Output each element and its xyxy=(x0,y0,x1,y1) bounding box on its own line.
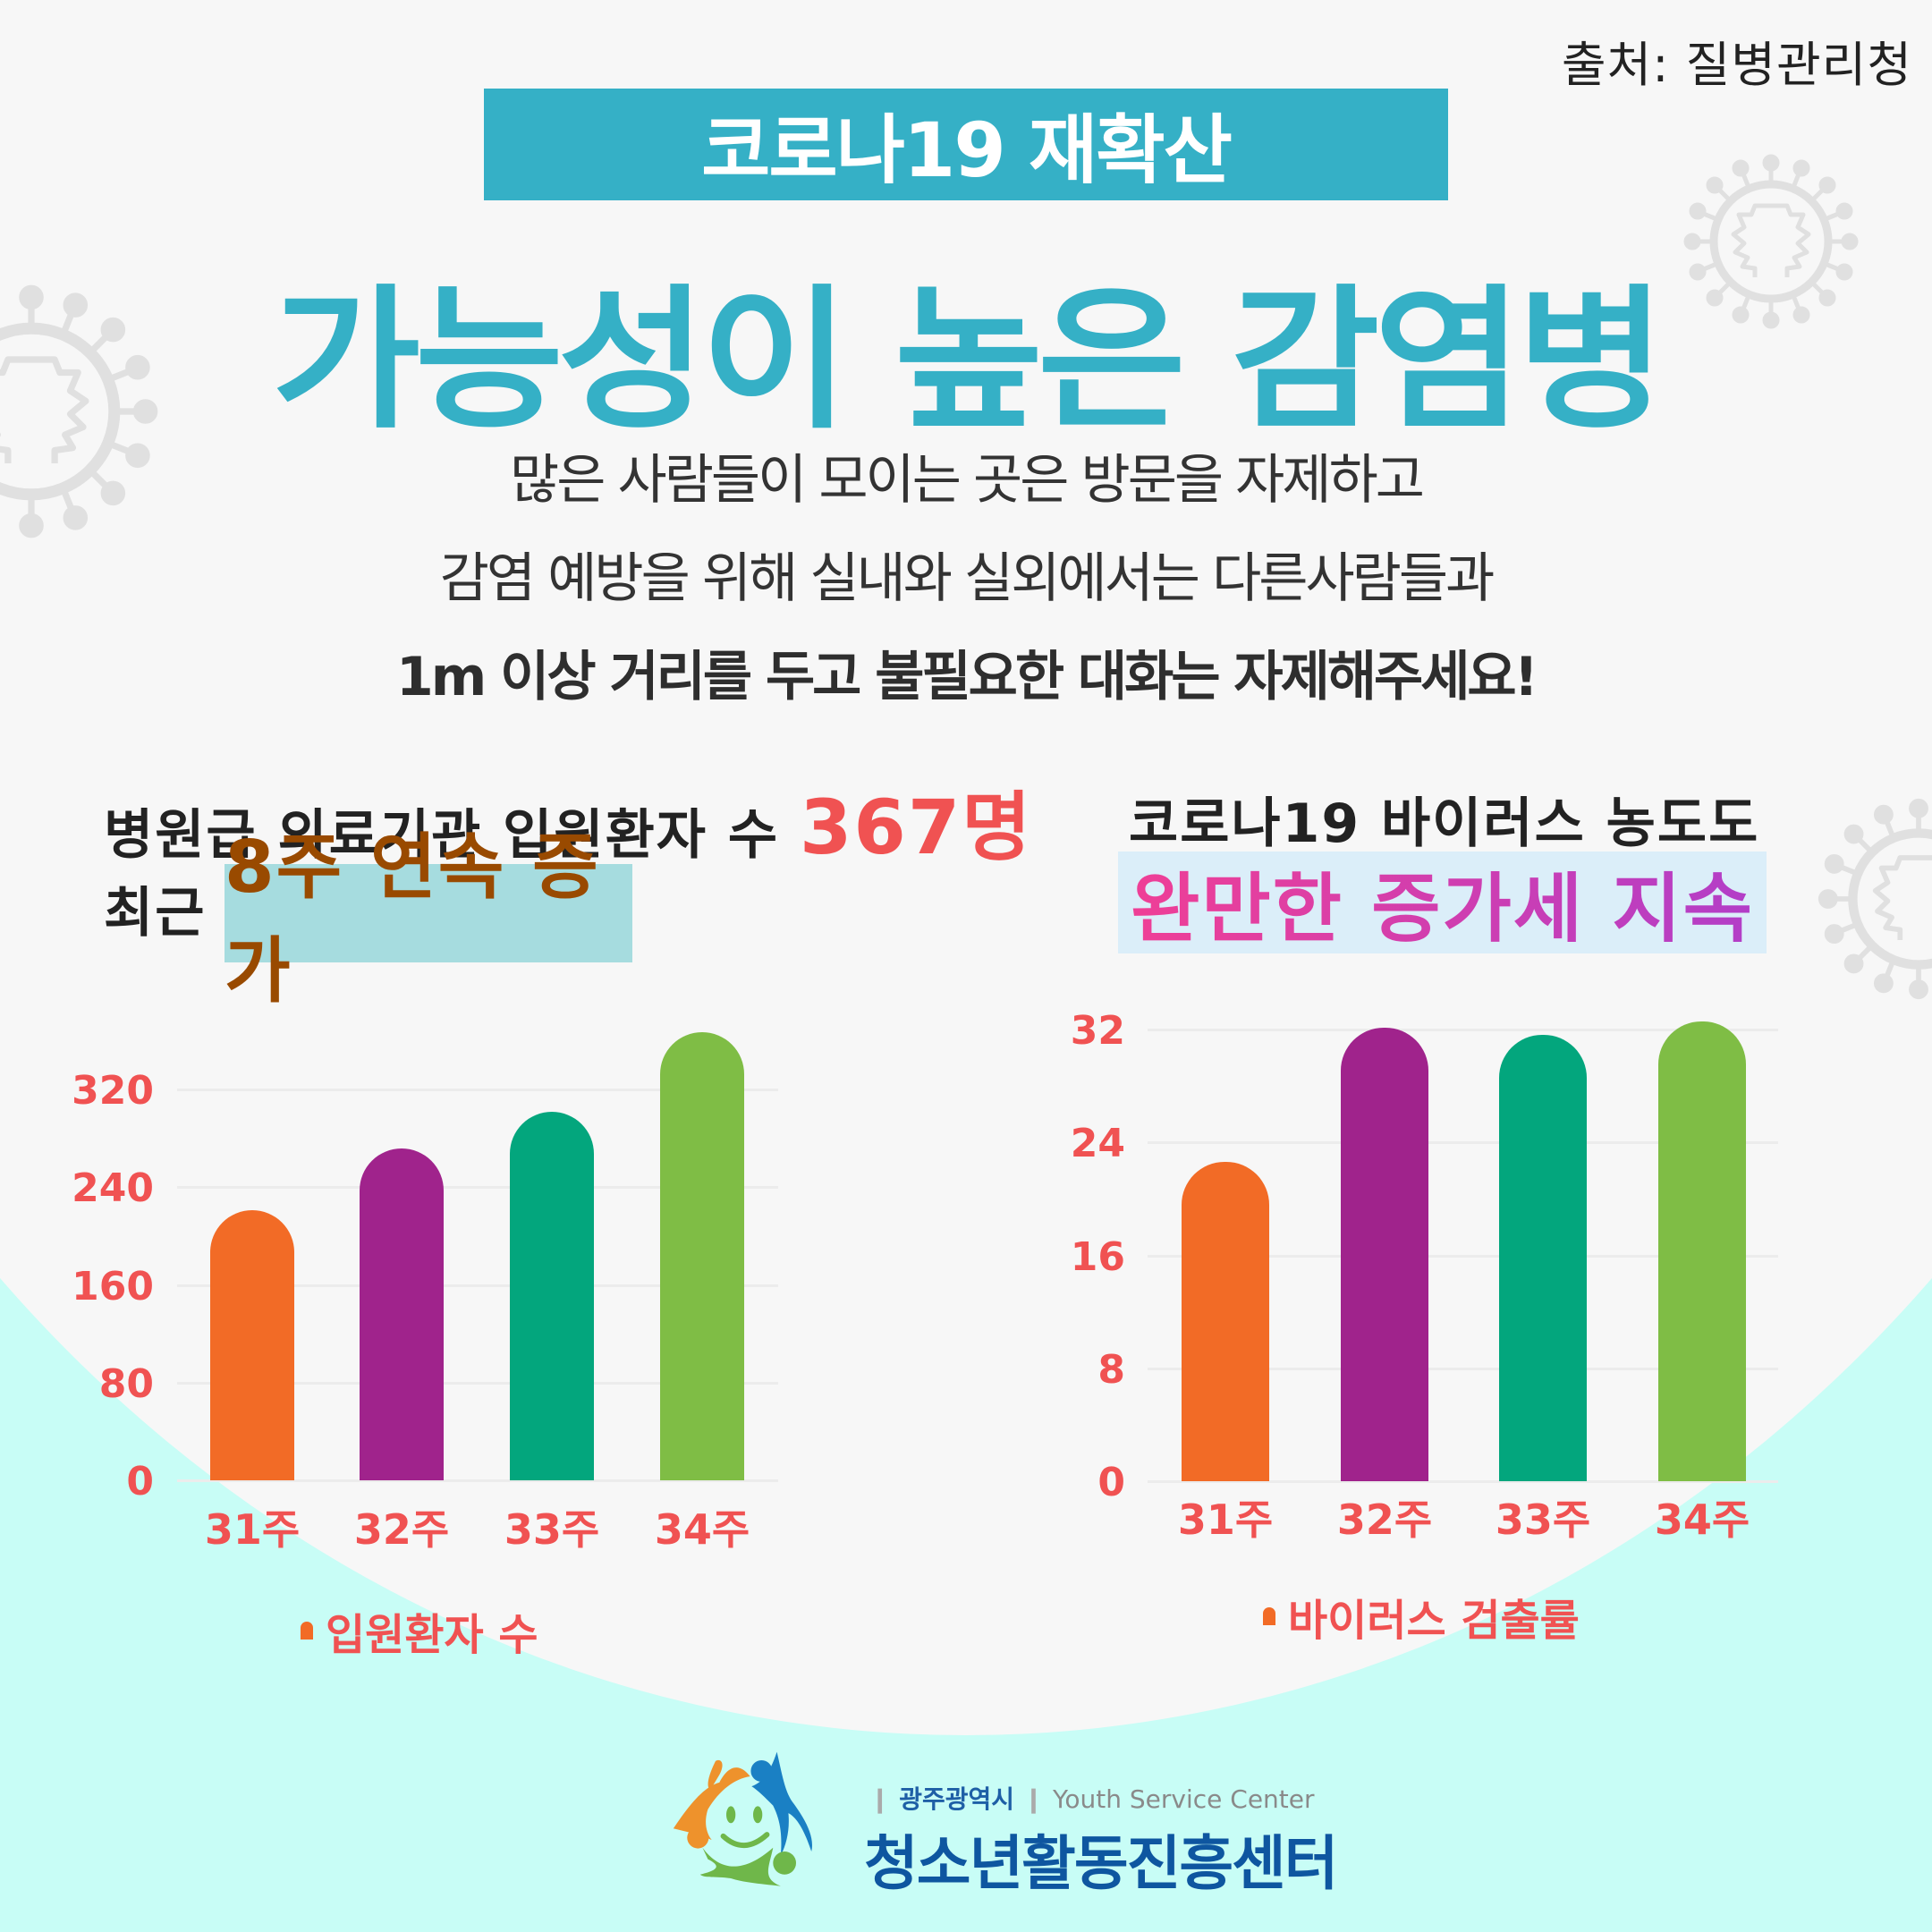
x-axis-tick-label: 34주 xyxy=(1654,1496,1750,1544)
gridline xyxy=(1148,1254,1778,1258)
y-axis-tick-label: 240 xyxy=(72,1165,154,1212)
right-highlight-text: 완만한 증가세 지속 xyxy=(1131,849,1754,957)
body-line-3: 1m 이상 거리를 두고 불필요한 대화는 자제해주세요! xyxy=(396,646,1538,708)
gridline xyxy=(1148,1141,1778,1145)
bar-31주 xyxy=(210,1210,294,1480)
legend-label: 바이러스 검출률 xyxy=(1288,1596,1580,1646)
bar-33주 xyxy=(1499,1035,1587,1481)
body-line-1: 많은 사람들이 모이는 곳은 방문을 자제하고 xyxy=(510,449,1425,512)
y-axis-tick-label: 0 xyxy=(1097,1460,1125,1505)
youth-center-logo-icon xyxy=(673,1751,812,1886)
right-chart-legend: 바이러스 검출률 xyxy=(1263,1585,1580,1648)
x-axis-tick-label: 34주 xyxy=(654,1505,750,1554)
org-region: 광주광역시 xyxy=(899,1784,1015,1814)
x-axis-tick-label: 32주 xyxy=(353,1505,450,1554)
body-line-2: 감염 예방을 위해 실내와 실외에서는 다른사람들과 xyxy=(439,547,1496,610)
bar-32주 xyxy=(360,1148,444,1480)
x-axis-tick-label: 33주 xyxy=(1495,1496,1591,1544)
bar-33주 xyxy=(510,1111,594,1480)
left-subtitle-label: 병원급 의료기관 입원환자 수 xyxy=(104,804,780,867)
y-axis-tick-label: 24 xyxy=(1070,1121,1125,1167)
y-axis-tick-label: 160 xyxy=(72,1263,154,1309)
inpatient-count: 367명 xyxy=(799,784,1033,871)
virus-icon xyxy=(1818,798,1932,1000)
org-subtitle: ❙ 광주광역시 ❙ Youth Service Center xyxy=(869,1780,1315,1816)
left-chart-legend: 입원환자 수 xyxy=(301,1599,538,1662)
y-axis-tick-label: 32 xyxy=(1070,1008,1125,1054)
org-name: 청소년활동진흥센터 xyxy=(864,1829,1338,1898)
page-title: 가능성이 높은 감염병 xyxy=(272,270,1665,450)
x-axis-tick-label: 31주 xyxy=(1177,1496,1274,1544)
gridline xyxy=(177,1089,778,1091)
title-banner-text: 코로나19 재확산 xyxy=(701,106,1233,194)
divider: ❙ xyxy=(1022,1784,1045,1814)
virus-icon xyxy=(0,284,158,538)
y-axis-tick-label: 0 xyxy=(126,1459,154,1504)
x-axis-tick-label: 31주 xyxy=(204,1505,301,1554)
org-english-name: Youth Service Center xyxy=(1053,1784,1315,1814)
gridline xyxy=(1148,1029,1778,1031)
title-banner: 코로나19 재확산 xyxy=(484,89,1448,200)
bar-34주 xyxy=(660,1031,744,1480)
left-highlight-box: 8주 연속 증가 xyxy=(225,826,632,1013)
legend-label: 입원환자 수 xyxy=(326,1610,538,1660)
right-subtitle: 코로나19 바이러스 농도도 xyxy=(1129,792,1760,855)
bar-31주 xyxy=(1182,1162,1269,1481)
right-highlight-box: 완만한 증가세 지속 xyxy=(1118,852,1767,953)
y-axis-tick-label: 8 xyxy=(1097,1346,1125,1393)
gridline xyxy=(177,1284,778,1287)
legend-swatch xyxy=(301,1622,313,1640)
y-axis-tick-label: 16 xyxy=(1070,1233,1125,1280)
x-axis-tick-label: 32주 xyxy=(1336,1496,1433,1544)
gridline xyxy=(1148,1480,1778,1483)
y-axis-tick-label: 320 xyxy=(72,1068,154,1114)
x-axis-tick-label: 33주 xyxy=(504,1505,600,1554)
y-axis-tick-label: 80 xyxy=(98,1360,154,1407)
virus-icon xyxy=(1683,154,1859,329)
gridline xyxy=(177,1186,778,1190)
gridline xyxy=(177,1479,778,1482)
bar-32주 xyxy=(1341,1028,1428,1481)
left-subtitle-prefix: 최근 xyxy=(104,882,207,945)
virus-concentration-bar-chart: 0 8 16 24 32 31주 32주 33주 34주 xyxy=(1070,1008,1778,1544)
legend-swatch xyxy=(1263,1607,1275,1625)
divider: ❙ xyxy=(869,1784,891,1814)
left-subtitle: 병원급 의료기관 입원환자 수 367명 xyxy=(104,767,1033,876)
gridline xyxy=(177,1381,778,1385)
left-highlight-text: 8주 연속 증가 xyxy=(225,826,600,1013)
gridline xyxy=(1148,1367,1778,1370)
inpatient-bar-chart: 0 80 160 240 320 31주 32주 33주 34주 xyxy=(0,0,966,1699)
source-credit: 출처: 질병관리청 xyxy=(1561,37,1912,93)
bar-34주 xyxy=(1658,1021,1746,1481)
